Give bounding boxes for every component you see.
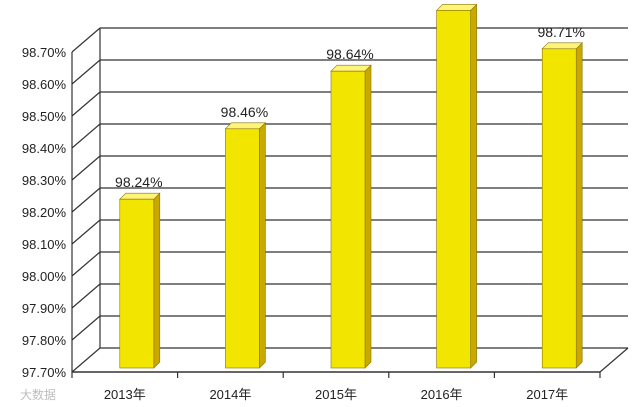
- bar-front: [330, 70, 366, 369]
- watermark-text: 大数据: [20, 388, 57, 402]
- gridline-diagonal: [71, 27, 101, 53]
- data-label: 98.83%: [432, 0, 479, 1]
- bar: [541, 42, 583, 369]
- bar-top: [119, 192, 161, 200]
- bar-top: [330, 64, 372, 72]
- gridline-diagonal: [71, 59, 101, 85]
- bar: [435, 3, 478, 369]
- gridline-diagonal: [71, 91, 101, 117]
- data-label: 98.71%: [537, 24, 584, 40]
- bar: [224, 122, 267, 369]
- y-tick-label: 98.70%: [22, 45, 67, 60]
- y-tick-label: 98.00%: [22, 269, 67, 284]
- gridline-diagonal: [71, 155, 101, 181]
- y-tick-label: 98.10%: [22, 237, 67, 252]
- bar-front: [119, 198, 155, 369]
- gridline-diagonal: [71, 251, 101, 277]
- bar-side: [259, 122, 266, 369]
- bar-side: [470, 3, 477, 369]
- y-tick-label: 97.90%: [22, 301, 67, 316]
- bar-top: [224, 122, 267, 130]
- y-tick-label: 97.70%: [22, 365, 67, 380]
- x-tick-label: 2013年: [104, 387, 146, 402]
- bar: [330, 64, 372, 369]
- gridline-diagonal: [71, 123, 101, 149]
- y-tick-label: 97.80%: [22, 333, 67, 348]
- bar-front: [541, 48, 577, 369]
- y-tick-label: 98.50%: [22, 109, 67, 124]
- bar-side: [575, 42, 583, 369]
- data-label: 98.46%: [221, 104, 268, 120]
- x-tick-label: 2016年: [421, 387, 463, 402]
- x-tick-label: 2014年: [209, 387, 251, 402]
- gridline-diagonal: [71, 219, 101, 245]
- bar-top: [541, 42, 583, 50]
- gridline-diagonal: [71, 187, 101, 213]
- gridline-diagonal: [71, 347, 101, 373]
- y-tick-label: 98.30%: [22, 173, 67, 188]
- data-label: 98.24%: [115, 174, 162, 190]
- y-tick-label: 98.60%: [22, 77, 67, 92]
- bar-side: [153, 192, 161, 369]
- y-tick-label: 98.40%: [22, 141, 67, 156]
- y-tick-label: 98.20%: [22, 205, 67, 220]
- gridline-diagonal: [71, 315, 101, 341]
- bar-front: [436, 10, 471, 369]
- x-tick-label: 2017年: [526, 387, 568, 402]
- bar-side: [364, 64, 372, 369]
- bar-top: [435, 4, 478, 11]
- data-label: 98.64%: [326, 46, 373, 62]
- x-tick-label: 2015年: [315, 387, 357, 402]
- gridline-diagonal: [71, 283, 101, 309]
- floor-right-edge: [599, 347, 629, 373]
- bar-front: [225, 128, 260, 369]
- bar: [119, 192, 161, 369]
